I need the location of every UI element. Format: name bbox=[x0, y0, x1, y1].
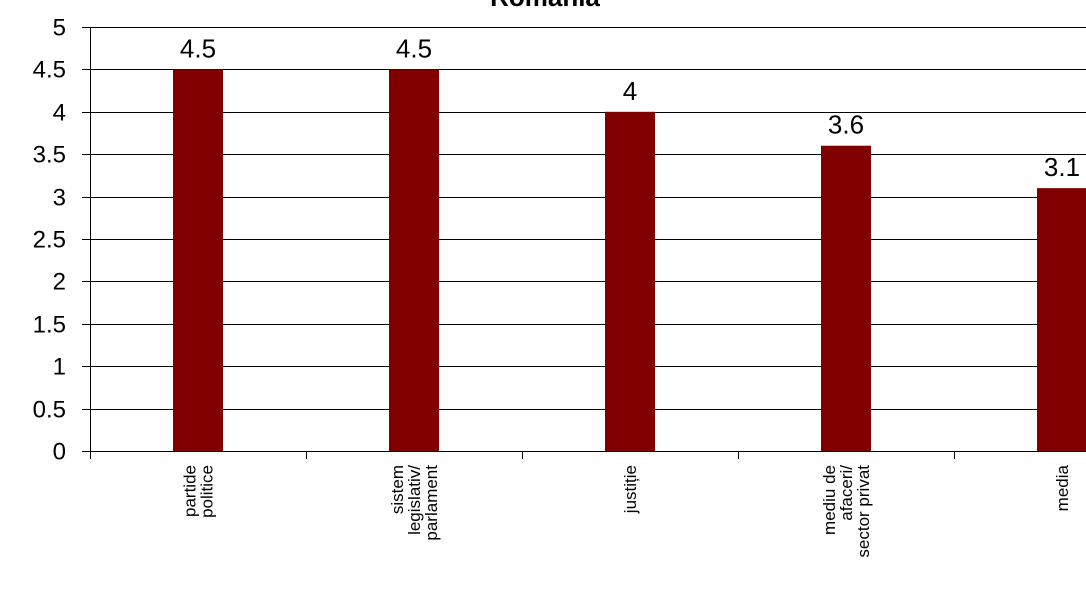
category-label-line: sector privat bbox=[854, 465, 873, 558]
y-tick-label: 5 bbox=[53, 15, 66, 42]
category-label-line: mediu de bbox=[820, 465, 839, 535]
y-tick-label: 1.5 bbox=[33, 312, 66, 339]
y-tick-label: 0 bbox=[53, 439, 66, 466]
category-label-line: sistem bbox=[388, 465, 407, 514]
bar bbox=[605, 111, 655, 452]
bar bbox=[1037, 188, 1086, 451]
category-label-line: media bbox=[1053, 464, 1072, 511]
y-tick-label: 4 bbox=[53, 100, 66, 127]
y-tick-label: 1 bbox=[53, 354, 66, 381]
y-tick-label: 3 bbox=[53, 185, 66, 212]
bars bbox=[173, 69, 1086, 452]
gridlines bbox=[90, 27, 1086, 410]
category-label-line: partide bbox=[181, 465, 200, 517]
chart-title: Romania bbox=[490, 0, 600, 12]
data-label: 3.6 bbox=[828, 110, 864, 140]
bar bbox=[821, 145, 871, 451]
y-tick-labels: 0 0.5 1 1.5 2 2.5 3 3.5 4 4.5 5 bbox=[33, 15, 90, 466]
category-label: justiție bbox=[621, 465, 640, 514]
category-label-line: legislativ/ bbox=[405, 465, 424, 535]
category-label: media bbox=[1053, 464, 1072, 511]
category-label-line: afaceri/ bbox=[837, 465, 856, 521]
y-tick-label: 2 bbox=[53, 269, 66, 296]
data-label: 3.1 bbox=[1044, 152, 1080, 182]
y-tick-label: 3.5 bbox=[33, 142, 66, 169]
bar bbox=[173, 69, 223, 452]
y-tick-label: 0.5 bbox=[33, 397, 66, 424]
category-label-line: justiție bbox=[621, 465, 640, 514]
data-label: 4.5 bbox=[396, 33, 432, 63]
data-label: 4 bbox=[623, 76, 637, 106]
y-tick-label: 2.5 bbox=[33, 227, 66, 254]
y-tick-label: 4.5 bbox=[33, 57, 66, 84]
axes bbox=[82, 27, 1086, 459]
data-label: 4.5 bbox=[180, 33, 216, 63]
bar bbox=[389, 69, 439, 452]
category-label-line: politice bbox=[198, 465, 217, 518]
category-label-line: parlament bbox=[422, 465, 441, 541]
data-labels: 4.5 4.5 4 3.6 3.1 bbox=[180, 33, 1080, 182]
